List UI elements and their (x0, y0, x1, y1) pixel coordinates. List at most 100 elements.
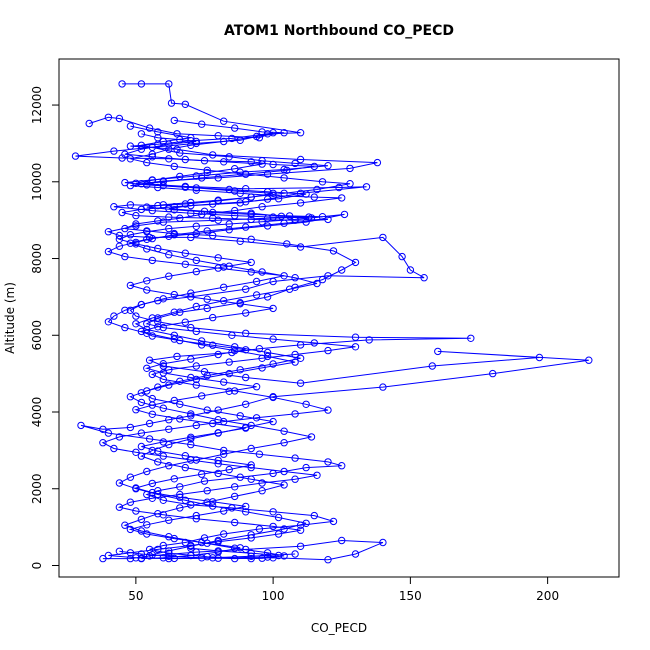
data-point (220, 450, 228, 458)
data-point (126, 201, 135, 209)
data-point (252, 277, 261, 286)
data-point (283, 240, 291, 248)
data-point (231, 492, 239, 501)
data-point (351, 333, 360, 341)
data-point (209, 498, 217, 506)
data-point (143, 521, 151, 529)
data-point (258, 218, 266, 226)
y-tick-label: 6000 (30, 320, 44, 351)
data-point (132, 484, 140, 492)
data-point (187, 355, 195, 363)
data-point (181, 463, 190, 472)
data-point (115, 114, 124, 123)
data-point (170, 475, 179, 483)
data-point (231, 211, 239, 220)
data-point (181, 155, 190, 164)
data-point (252, 383, 261, 391)
data-point (398, 252, 406, 261)
data-point (159, 218, 168, 226)
data-point (209, 208, 217, 217)
data-point (258, 268, 266, 276)
data-point (214, 406, 222, 414)
data-point (214, 548, 222, 556)
data-point (247, 552, 255, 560)
data-point (242, 170, 250, 178)
data-point (280, 272, 288, 280)
data-point (192, 362, 201, 370)
series-line (117, 133, 323, 560)
data-point (296, 526, 305, 534)
data-point (313, 279, 321, 288)
data-point (351, 343, 360, 351)
data-point (192, 229, 201, 238)
data-point (258, 364, 266, 372)
data-point (187, 410, 195, 418)
data-point (258, 128, 266, 136)
data-point (324, 162, 332, 170)
y-tick-label: 0 (30, 562, 44, 570)
data-point (154, 128, 162, 136)
data-point (236, 412, 244, 420)
data-point (236, 300, 244, 308)
data-point (236, 366, 244, 374)
data-point (181, 200, 190, 208)
data-point (428, 362, 436, 370)
data-point (137, 527, 146, 535)
data-point (121, 224, 129, 233)
x-tick-label: 100 (262, 589, 285, 603)
data-point (258, 487, 266, 495)
data-point (176, 415, 184, 423)
data-point (137, 554, 146, 563)
data-point (291, 475, 299, 483)
data-point (167, 99, 176, 107)
data-point (291, 274, 299, 282)
data-point (143, 530, 151, 538)
data-point (170, 206, 179, 214)
data-point (115, 503, 124, 511)
data-point (338, 536, 346, 545)
data-point (126, 473, 135, 481)
data-point (247, 258, 255, 267)
data-point (137, 300, 146, 309)
data-point (247, 268, 255, 276)
data-point (209, 502, 217, 510)
data-point (173, 130, 181, 138)
data-point (159, 362, 168, 370)
data-point (280, 174, 288, 182)
data-point (220, 378, 228, 386)
data-point (132, 448, 140, 456)
data-point (132, 222, 140, 230)
data-point (126, 281, 135, 290)
data-point (247, 158, 255, 166)
data-point (280, 427, 288, 435)
data-point (242, 285, 250, 293)
data-point (296, 129, 305, 137)
data-point (203, 166, 211, 175)
data-point (203, 168, 211, 177)
data-point (247, 235, 255, 244)
data-point (242, 424, 250, 432)
data-point (247, 193, 255, 201)
data-point (296, 243, 305, 251)
data-point (181, 452, 190, 460)
data-point (104, 551, 113, 560)
data-point (302, 400, 310, 408)
data-point (192, 302, 201, 311)
data-point (132, 211, 140, 220)
data-point (121, 323, 129, 332)
data-point (192, 184, 201, 192)
data-point (165, 516, 173, 524)
data-point (231, 124, 239, 132)
data-point (154, 383, 162, 391)
data-point (198, 392, 206, 400)
data-point (148, 410, 157, 418)
data-point (220, 446, 228, 455)
data-point (231, 165, 239, 173)
data-point (145, 419, 154, 428)
data-point (132, 240, 140, 248)
data-point (143, 320, 151, 328)
data-point (302, 519, 310, 527)
data-point (225, 387, 233, 395)
data-point (269, 189, 277, 198)
data-point (143, 467, 151, 476)
